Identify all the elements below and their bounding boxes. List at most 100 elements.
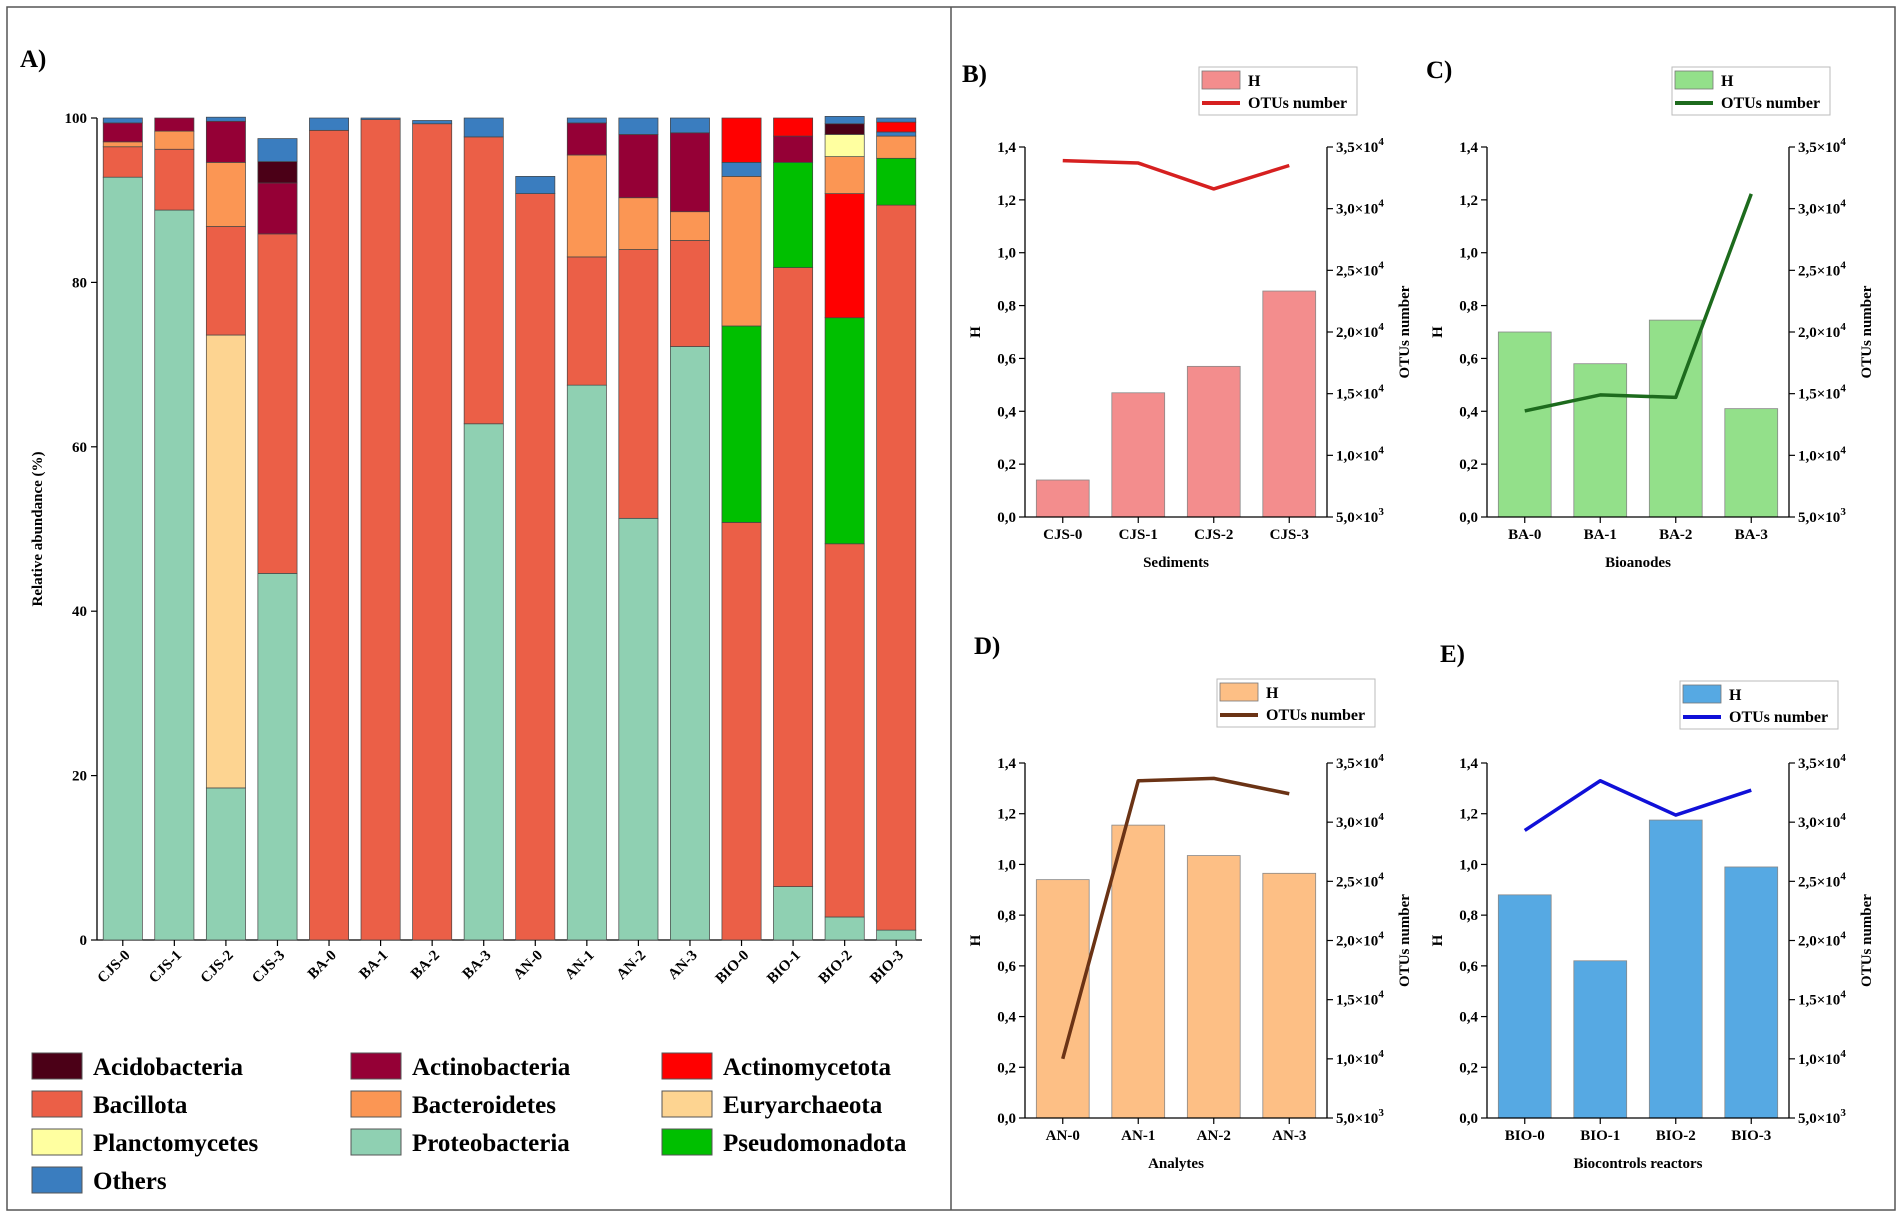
- h-tick-label: 1,2: [997, 807, 1016, 823]
- bar-segment: [721, 325, 762, 523]
- otu-tick-label: 1,5×104: [1798, 383, 1846, 403]
- panel-c-bioanodes-chart: C) H OTUs number 0,0 0,2 0,4 0,6 0,8 1,0 1,2 1,4 H 5…: [1426, 57, 1875, 571]
- y-tick-label: 0: [80, 933, 88, 949]
- h-tick-label: 0,8: [1459, 908, 1478, 924]
- bar-segment: [618, 197, 659, 250]
- x-tick-label: BA-0: [1508, 527, 1541, 543]
- bar-segment: [257, 161, 298, 184]
- otu-tick-label: 2,0×104: [1798, 321, 1846, 341]
- bar-segment: [566, 154, 607, 258]
- h-tick-label: 0,2: [997, 457, 1016, 473]
- panel-b-label: B): [962, 61, 987, 88]
- otu-tick-label: 3,5×104: [1336, 752, 1384, 772]
- bar-segment: [205, 787, 246, 941]
- bar-segment: [257, 573, 298, 941]
- h-tick-label: 0,2: [1459, 1060, 1478, 1076]
- h-tick-label: 1,0: [1459, 246, 1478, 262]
- h-bar: [1497, 894, 1552, 1119]
- h-tick-label: 0,0: [997, 510, 1016, 526]
- otu-tick-label: 2,0×104: [1336, 930, 1384, 950]
- h-tick-label: 0,0: [997, 1111, 1016, 1127]
- bar-segment: [876, 929, 917, 941]
- legend-label: Actinomycetota: [723, 1054, 891, 1081]
- otus-line: [1061, 776, 1290, 1060]
- bar-segment: [463, 136, 504, 425]
- otu-tick-label: 5,0×103: [1798, 1107, 1846, 1127]
- otu-axis-title: OTUs number: [1859, 894, 1875, 987]
- y-tick-label: 20: [72, 769, 87, 785]
- h-tick-label: 0,8: [997, 299, 1016, 315]
- otu-tick-label: 1,5×104: [1336, 383, 1384, 403]
- bar-segment: [463, 117, 504, 138]
- bar-segment: [824, 916, 865, 941]
- panel-c-label: C): [1426, 57, 1452, 84]
- bar-segment: [876, 117, 917, 123]
- h-tick-label: 0,4: [1459, 404, 1478, 420]
- bar-segment: [102, 146, 143, 178]
- bar-segment: [773, 117, 814, 137]
- legend-swatch: [661, 1090, 713, 1118]
- h-tick-label: 0,6: [997, 351, 1016, 367]
- bar-segment: [205, 120, 246, 163]
- otu-axis-title: OTUs number: [1397, 894, 1413, 987]
- bar-segment: [515, 193, 556, 941]
- h-bar: [1724, 866, 1779, 1119]
- legend-swatch: [661, 1128, 713, 1156]
- x-tick-label: CJS-1: [1119, 527, 1158, 543]
- bar-segment: [773, 135, 814, 163]
- x-tick-label: BA-1: [1584, 527, 1617, 543]
- legend-swatch: [661, 1052, 713, 1080]
- otu-tick-label: 1,5×104: [1798, 989, 1846, 1009]
- y-tick-label: 80: [72, 275, 87, 291]
- h-tick-label: 0,6: [1459, 351, 1478, 367]
- otu-tick-label: 2,5×104: [1798, 870, 1846, 890]
- bar-segment: [876, 135, 917, 159]
- panel-b-sediments-chart: B) H OTUs number 0,0 0,2 0,4 0,6 0,8 1,0 1,2 1,4 H 5…: [962, 61, 1413, 571]
- bar-segment: [618, 134, 659, 199]
- bar-segment: [257, 233, 298, 574]
- otu-tick-label: 3,0×104: [1336, 811, 1384, 831]
- x-tick-label: CJS-3: [1270, 527, 1309, 543]
- bar-segment: [876, 131, 917, 137]
- bar-segment: [670, 240, 710, 347]
- bar-segment: [824, 543, 865, 918]
- bar-segment: [412, 120, 453, 125]
- x-tick-label: BA-3: [1735, 527, 1768, 543]
- h-bar: [1111, 392, 1166, 518]
- otu-tick-label: 3,0×104: [1798, 198, 1846, 218]
- otu-tick-label: 1,0×104: [1798, 1048, 1846, 1068]
- h-axis-title: H: [968, 326, 984, 338]
- bar-segment: [773, 162, 814, 268]
- bar-segment: [257, 138, 298, 162]
- legend-bar-swatch: [1219, 682, 1259, 702]
- bar-segment: [824, 123, 865, 135]
- h-bar: [1262, 872, 1317, 1119]
- bar-segment: [721, 522, 762, 941]
- h-bar: [1724, 408, 1779, 518]
- x-tick-label: BIO-1: [1580, 1128, 1620, 1144]
- bar-segment: [670, 211, 710, 241]
- bar-segment: [824, 134, 865, 157]
- y-tick-label: 100: [65, 111, 88, 127]
- h-bar: [1186, 365, 1241, 518]
- h-bar: [1111, 824, 1166, 1119]
- legend-bar-label: H: [1721, 73, 1734, 90]
- bar-segment: [360, 119, 401, 941]
- legend-swatch: [350, 1090, 402, 1118]
- h-axis-title: H: [1430, 326, 1446, 338]
- otu-tick-label: 1,0×104: [1798, 444, 1846, 464]
- h-bar: [1573, 363, 1628, 518]
- x-tick-label: BIO-3: [1731, 1128, 1771, 1144]
- legend-label: Planctomycetes: [93, 1130, 258, 1157]
- h-bar: [1262, 290, 1317, 518]
- otu-tick-label: 1,0×104: [1336, 444, 1384, 464]
- legend-swatch: [31, 1090, 83, 1118]
- otu-axis-title: OTUs number: [1859, 285, 1875, 378]
- legend-bar-swatch: [1682, 684, 1722, 704]
- h-bar: [1035, 879, 1090, 1119]
- bar-segment: [360, 117, 401, 120]
- h-tick-label: 0,6: [997, 959, 1016, 975]
- bar-segment: [515, 176, 556, 194]
- h-tick-label: 1,4: [997, 140, 1016, 156]
